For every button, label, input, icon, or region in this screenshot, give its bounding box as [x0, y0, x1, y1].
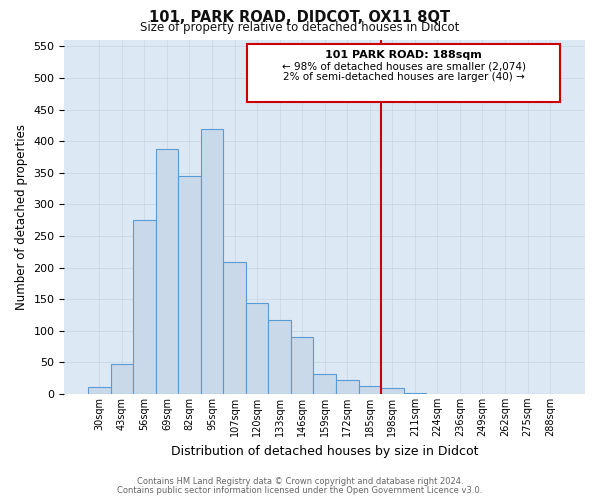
Bar: [313, 374, 336, 394]
Bar: [268, 320, 291, 394]
Bar: [381, 388, 404, 394]
Bar: [88, 387, 110, 394]
Text: Size of property relative to detached houses in Didcot: Size of property relative to detached ho…: [140, 22, 460, 35]
Text: 2% of semi-detached houses are larger (40) →: 2% of semi-detached houses are larger (4…: [283, 72, 524, 82]
Bar: [133, 220, 155, 394]
Bar: [404, 392, 426, 394]
Text: Contains HM Land Registry data © Crown copyright and database right 2024.: Contains HM Land Registry data © Crown c…: [137, 477, 463, 486]
Bar: [155, 150, 178, 394]
Bar: [178, 176, 201, 394]
Bar: [359, 386, 381, 394]
Text: Contains public sector information licensed under the Open Government Licence v3: Contains public sector information licen…: [118, 486, 482, 495]
Bar: [110, 364, 133, 394]
Y-axis label: Number of detached properties: Number of detached properties: [15, 124, 28, 310]
Text: ← 98% of detached houses are smaller (2,074): ← 98% of detached houses are smaller (2,…: [281, 62, 526, 72]
Text: 101, PARK ROAD, DIDCOT, OX11 8QT: 101, PARK ROAD, DIDCOT, OX11 8QT: [149, 10, 451, 25]
Bar: [246, 303, 268, 394]
Bar: [336, 380, 359, 394]
Bar: [223, 262, 246, 394]
X-axis label: Distribution of detached houses by size in Didcot: Distribution of detached houses by size …: [171, 444, 478, 458]
Text: 101 PARK ROAD: 188sqm: 101 PARK ROAD: 188sqm: [325, 50, 482, 60]
Bar: [201, 129, 223, 394]
Bar: [291, 337, 313, 394]
FancyBboxPatch shape: [247, 44, 560, 102]
